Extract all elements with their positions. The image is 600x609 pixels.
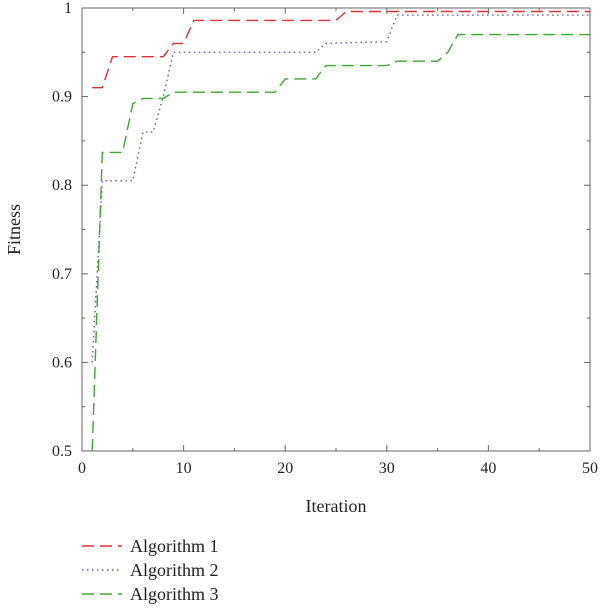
x-axis-label: Iteration (306, 496, 367, 516)
x-tick-label: 50 (582, 460, 598, 477)
series-layer (91, 10, 590, 452)
ticks-layer: 0 10 20 30 40 50 0.5 0.6 0.7 0.8 0.9 1 (52, 0, 598, 477)
y-tick-label: 0.9 (52, 89, 72, 106)
x-tick-label: 30 (379, 460, 395, 477)
x-tick-label: 20 (277, 460, 293, 477)
y-axis-label: Fitness (4, 204, 24, 255)
series-line-algorithm-2 (91, 14, 590, 363)
legend-label: Algorithm 3 (130, 584, 219, 604)
series-line-algorithm-3 (91, 33, 590, 452)
legend-label: Algorithm 2 (130, 560, 219, 580)
y-tick-label: 0.8 (52, 177, 72, 194)
y-tick-label: 0.5 (52, 443, 72, 460)
y-tick-label: 0.7 (52, 266, 72, 283)
series-line-algorithm-1 (92, 10, 590, 89)
x-tick-label: 0 (78, 460, 86, 477)
legend: Algorithm 1 Algorithm 2 Algorithm 3 (82, 536, 219, 604)
x-tick-label: 10 (176, 460, 192, 477)
plot-frame (81, 7, 591, 452)
legend-label: Algorithm 1 (130, 536, 219, 556)
x-tick-label: 40 (480, 460, 496, 477)
y-tick-label: 0.6 (52, 354, 72, 371)
y-tick-label: 1 (64, 0, 72, 17)
